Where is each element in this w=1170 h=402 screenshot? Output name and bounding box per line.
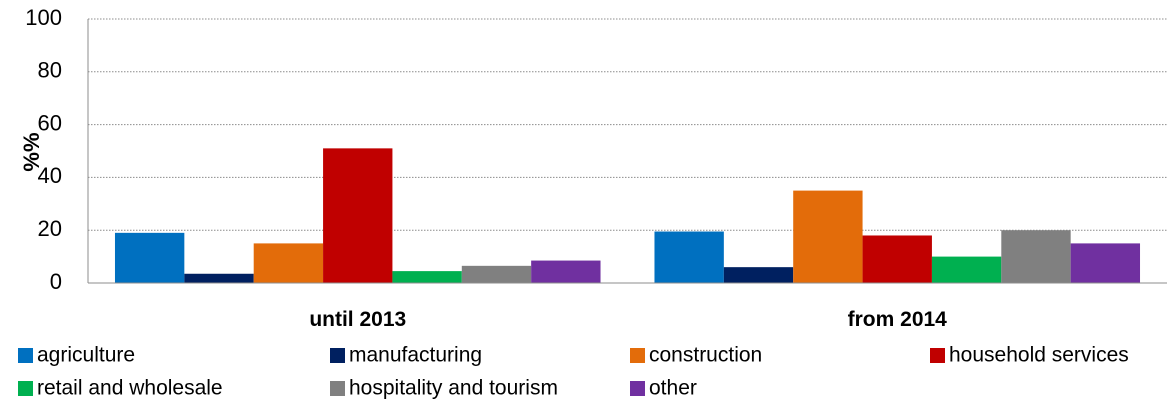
legend-swatch	[18, 348, 33, 363]
legend: agriculture manufacturing construction hous…	[18, 344, 1129, 400]
bar-agriculture	[654, 231, 724, 283]
bar-construction	[793, 190, 863, 283]
legend-item: agriculture	[18, 344, 135, 367]
legend-swatch	[930, 348, 945, 363]
y-tick-label: 60	[38, 110, 62, 135]
bar-other	[531, 260, 601, 283]
legend-item: construction	[630, 344, 762, 367]
bar-construction	[253, 243, 324, 283]
legend-label: household services	[949, 344, 1129, 367]
bar-manufacturing	[184, 273, 254, 283]
x-category-label: until 2013	[309, 308, 406, 331]
bars	[114, 148, 1141, 283]
x-category-label: from 2014	[848, 308, 948, 331]
bar-other	[1070, 243, 1141, 283]
bar-agriculture	[114, 232, 185, 283]
gridlines	[88, 18, 1167, 231]
legend-swatch	[18, 381, 33, 396]
y-tick-label: 40	[38, 163, 62, 188]
bar-manufacturing	[723, 267, 794, 283]
y-tick-label: 100	[25, 5, 62, 30]
category-labels: until 2013 from 2014	[309, 308, 947, 331]
legend-swatch	[330, 348, 345, 363]
y-tick-label: 80	[38, 58, 62, 83]
legend-label: manufacturing	[349, 344, 482, 367]
bar-household-services	[862, 235, 932, 283]
bar-retail-and-wholesale	[392, 271, 462, 283]
legend-item: other	[630, 377, 697, 400]
bar-household-services	[323, 148, 393, 283]
bar-hospitality-and-tourism	[1001, 230, 1071, 283]
legend-item: retail and wholesale	[18, 377, 223, 400]
legend-label: hospitality and tourism	[349, 377, 558, 400]
legend-label: other	[649, 377, 697, 400]
bar-hospitality-and-tourism	[461, 265, 532, 283]
legend-swatch	[630, 348, 645, 363]
legend-item: household services	[930, 344, 1129, 367]
legend-label: construction	[649, 344, 762, 367]
legend-swatch	[630, 381, 645, 396]
legend-item: hospitality and tourism	[330, 377, 558, 400]
y-tick-labels: 0 20 40 60 80 100	[25, 5, 62, 294]
y-axis-label: %%	[19, 132, 44, 171]
y-tick-label: 0	[50, 269, 62, 294]
legend-item: manufacturing	[330, 344, 482, 367]
bar-retail-and-wholesale	[931, 256, 1002, 283]
legend-swatch	[330, 381, 345, 396]
y-tick-label: 20	[38, 216, 62, 241]
legend-label: agriculture	[37, 344, 135, 367]
legend-label: retail and wholesale	[37, 377, 223, 400]
axes	[87, 19, 1167, 284]
